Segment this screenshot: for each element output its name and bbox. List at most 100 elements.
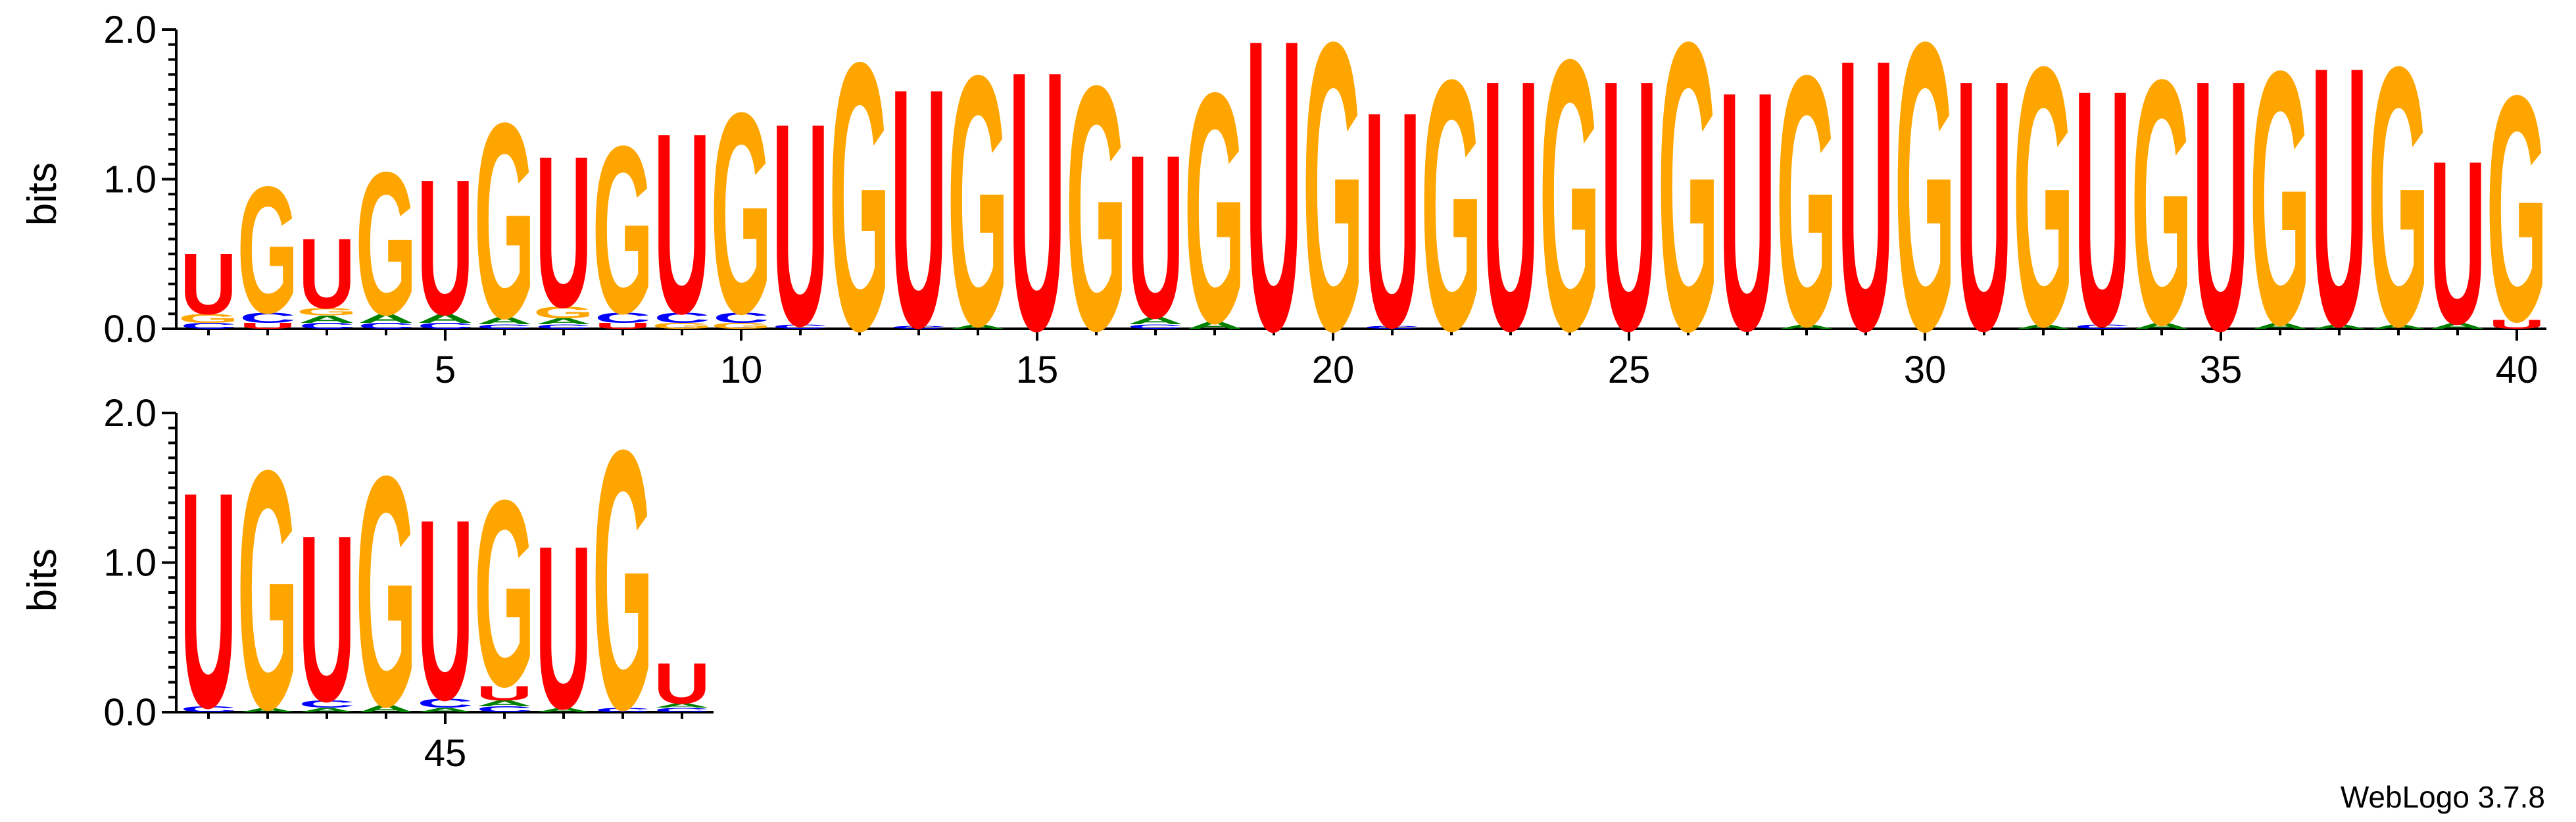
glyph-A: A — [2133, 321, 2190, 330]
row2-x-ticks: 45 — [207, 712, 683, 775]
row2-y-axis-label: bits — [20, 548, 65, 612]
glyph-G: G — [1066, 13, 1127, 403]
glyph-G: G — [711, 321, 771, 330]
glyph-U: U — [654, 80, 710, 368]
weblogo-credit: WebLogo 3.7.8 — [2341, 780, 2545, 814]
glyph-A: A — [358, 703, 414, 715]
glyph-G: G — [711, 53, 772, 374]
glyph-C: C — [358, 321, 414, 330]
glyph-U: U — [1127, 106, 1184, 366]
glyph-U: U — [654, 651, 710, 716]
glyph-C: C — [1127, 323, 1184, 330]
glyph-A: A — [476, 315, 533, 327]
glyph-G: G — [2131, 7, 2193, 397]
glyph-C: C — [476, 704, 533, 713]
x-tick-label: 30 — [1904, 349, 1947, 391]
glyph-G: G — [237, 149, 298, 351]
glyph-U: U — [417, 466, 474, 754]
glyph-G: G — [356, 130, 416, 357]
glyph-G: G — [474, 64, 535, 376]
glyph-C: C — [890, 325, 947, 329]
glyph-C: C — [417, 696, 474, 710]
glyph-G: G — [1303, 0, 1364, 416]
x-tick-label: 20 — [1312, 349, 1355, 391]
glyph-G: G — [474, 445, 535, 742]
glyph-A: A — [2370, 323, 2427, 330]
glyph-A: A — [2252, 321, 2308, 330]
glyph-C: C — [180, 704, 237, 713]
glyph-A: A — [2311, 323, 2368, 330]
glyph-G: G — [297, 306, 358, 318]
glyph-G: G — [829, 0, 890, 410]
glyph-A: A — [239, 706, 296, 713]
glyph-G: G — [1421, 7, 1482, 405]
glyph-A: A — [2015, 323, 2072, 330]
glyph-C: C — [299, 698, 355, 710]
glyph-U: U — [1601, 7, 1657, 405]
glyph-C: C — [595, 706, 651, 713]
glyph-G: G — [652, 321, 712, 330]
x-tick-label: 10 — [720, 349, 763, 391]
glyph-C: C — [654, 310, 710, 326]
glyph-U: U — [2489, 318, 2545, 331]
glyph-A: A — [417, 312, 474, 326]
glyph-A: A — [2429, 321, 2486, 330]
glyph-U: U — [180, 235, 237, 333]
glyph-C: C — [239, 310, 296, 326]
glyph-U: U — [1956, 7, 2012, 405]
glyph-U: U — [180, 429, 237, 772]
glyph-U: U — [772, 64, 829, 386]
x-tick-label: 15 — [1016, 349, 1059, 391]
glyph-A: A — [299, 314, 355, 326]
y-tick-label: 0.0 — [103, 691, 157, 734]
glyph-A: A — [417, 706, 474, 713]
glyph-G: G — [1658, 0, 1719, 416]
glyph-U: U — [1482, 7, 1539, 405]
y-tick-label: 1.0 — [103, 158, 157, 201]
glyph-G: G — [948, 2, 1008, 400]
glyph-U: U — [2429, 112, 2486, 372]
x-tick-label: 25 — [1608, 349, 1651, 391]
glyph-G: G — [2013, 0, 2074, 404]
glyph-G: G — [178, 312, 239, 326]
glyph-C: C — [772, 323, 829, 330]
glyph-A: A — [535, 317, 592, 326]
glyph-U: U — [1246, 0, 1302, 418]
glyph-A: A — [654, 702, 710, 710]
glyph-U: U — [595, 321, 651, 330]
glyph-A: A — [1186, 320, 1243, 331]
glyph-C: C — [654, 706, 710, 713]
glyph-G: G — [593, 374, 654, 786]
glyph-U: U — [535, 497, 592, 757]
glyph-G: G — [2250, 0, 2311, 400]
glyph-U: U — [299, 218, 355, 329]
glyph-A: A — [1127, 315, 1184, 327]
glyph-C: C — [713, 310, 769, 326]
glyph-G: G — [1184, 24, 1246, 391]
glyph-C: C — [417, 321, 474, 330]
glyph-A: A — [950, 323, 1006, 330]
glyph-C: C — [2074, 323, 2131, 330]
glyph-U: U — [2193, 7, 2249, 405]
glyph-U: U — [890, 18, 947, 399]
glyph-U: U — [239, 321, 296, 330]
glyph-C: C — [476, 323, 533, 330]
glyph-G: G — [533, 303, 594, 322]
x-tick-label: 35 — [2200, 349, 2243, 391]
glyph-A: A — [358, 312, 414, 326]
glyph-C: C — [180, 321, 237, 330]
glyph-U: U — [299, 485, 355, 750]
glyph-U: U — [535, 111, 592, 352]
glyph-U: U — [1837, 0, 1894, 411]
glyph-C: C — [595, 310, 651, 326]
glyph-U: U — [1364, 48, 1421, 391]
row1-panel: bits 0.01.02.0 5 10 15 20 25 30 35 40 CGU UCG CAG… — [20, 0, 2547, 418]
glyph-G: G — [2368, 0, 2429, 404]
glyph-A: A — [299, 706, 355, 713]
glyph-G: G — [1540, 0, 1600, 411]
glyph-G: G — [1895, 0, 1956, 416]
row1-y-axis-label: bits — [20, 162, 65, 226]
